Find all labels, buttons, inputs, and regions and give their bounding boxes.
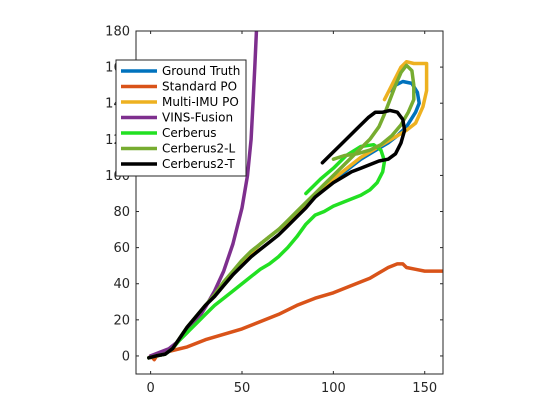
series-line-6 bbox=[147, 108, 407, 360]
legend-label: Multi-IMU PO bbox=[162, 95, 239, 109]
y-tick-label: 20 bbox=[113, 313, 130, 328]
series-line-4 bbox=[147, 142, 387, 360]
x-tick-label: 0 bbox=[146, 381, 154, 396]
y-tick-label: 40 bbox=[113, 277, 130, 292]
legend-label: Cerberus bbox=[162, 126, 217, 140]
x-tick-label: 150 bbox=[412, 381, 437, 396]
axes-box bbox=[135, 30, 444, 375]
y-tick-label: 80 bbox=[113, 205, 130, 220]
x-tick-label: 100 bbox=[321, 381, 346, 396]
legend-label: Cerberus2-L bbox=[162, 142, 235, 156]
series-layer bbox=[147, 31, 443, 362]
legend-label: Standard PO bbox=[162, 80, 237, 94]
y-tick-label: 180 bbox=[105, 25, 130, 40]
legend-label: Cerberus2-T bbox=[162, 157, 235, 171]
x-tick-label: 50 bbox=[234, 381, 251, 396]
legend-label: VINS-Fusion bbox=[162, 111, 233, 125]
y-tick-label: 0 bbox=[122, 349, 130, 364]
y-tick-label: 60 bbox=[113, 241, 130, 256]
legend-label: Ground Truth bbox=[162, 64, 240, 78]
